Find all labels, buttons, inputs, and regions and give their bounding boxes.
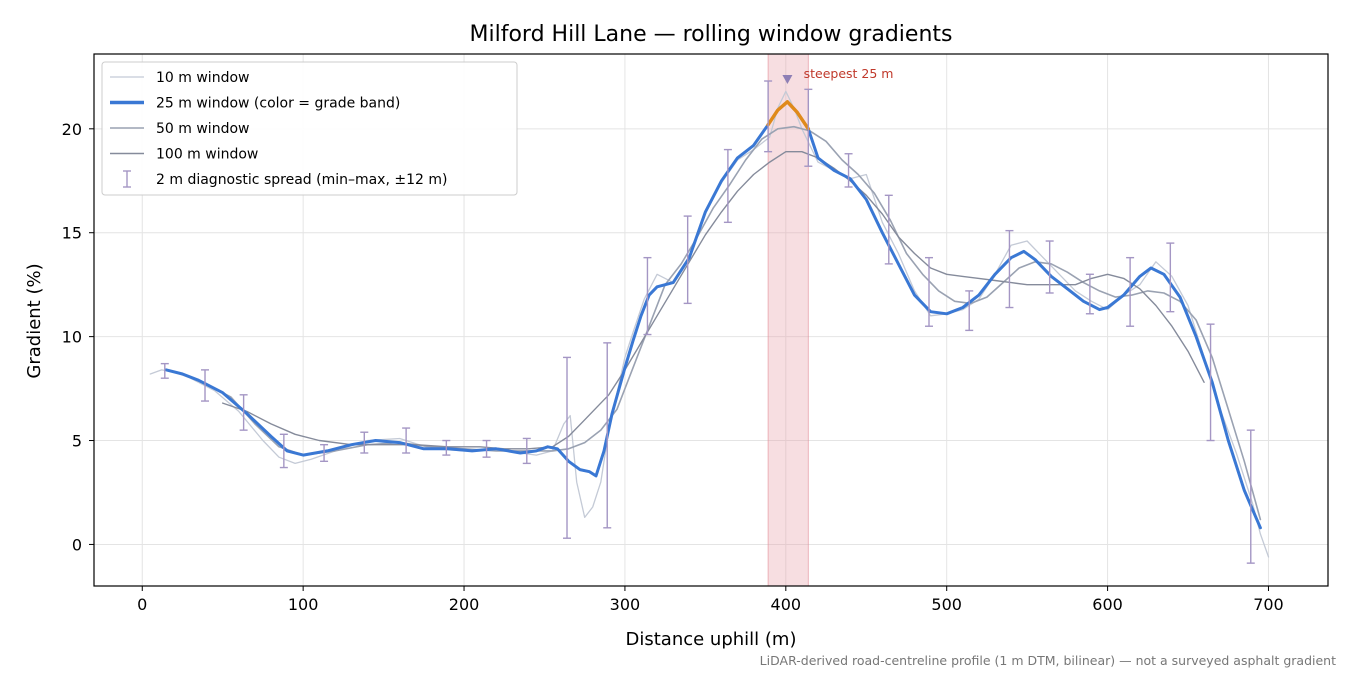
error-bar (1166, 242, 1175, 313)
legend-box (101, 61, 518, 196)
y-tick-label: 5 (72, 432, 82, 451)
error-bar (643, 256, 652, 336)
y-tick-label: 0 (72, 535, 82, 554)
error-bar (239, 394, 248, 431)
x-tick-label: 100 (288, 595, 319, 614)
legend-label: 50 m window (156, 121, 249, 137)
x-axis-label: Distance uphill (m) (626, 629, 797, 650)
data-caption: LiDAR-derived road-centreline profile (1… (760, 653, 1336, 668)
error-bar (603, 342, 612, 529)
legend-label: 100 m window (156, 147, 258, 163)
x-tick-label: 600 (1092, 595, 1123, 614)
x-tick-label: 400 (771, 595, 802, 614)
series-lines (149, 90, 1270, 558)
error-bar (804, 88, 813, 167)
error-bar (683, 215, 692, 305)
error-bar (360, 431, 369, 454)
series-10m-line (149, 90, 1270, 558)
error-bar (402, 427, 411, 454)
tick-labels: 0 100 200 300 400 500 600 700 0 5 10 15 20 (62, 120, 1284, 614)
error-bar (844, 153, 853, 188)
steepest-25m-highlight (767, 53, 809, 587)
y-tick-label: 15 (62, 224, 82, 243)
error-bar (279, 433, 288, 469)
x-tick-label: 700 (1253, 595, 1284, 614)
series-100m-line (221, 150, 1205, 450)
axes-frame (93, 53, 1329, 587)
steepest-annotation: steepest 25 m (782, 66, 894, 85)
x-tick-label: 500 (931, 595, 962, 614)
error-bar (884, 194, 893, 265)
x-tick-label: 0 (137, 595, 147, 614)
peak-marker (782, 75, 793, 85)
error-bar (1005, 229, 1014, 309)
error-bar (1246, 429, 1255, 564)
x-tick-label: 300 (610, 595, 641, 614)
error-bar (320, 443, 329, 463)
y-axis-label: Gradient (%) (24, 263, 45, 378)
error-bar (925, 256, 934, 327)
y-tick-label: 20 (62, 120, 82, 139)
error-bar (160, 362, 169, 379)
chart-title: Milford Hill Lane — rolling window gradi… (470, 22, 953, 47)
steepest-label: steepest 25 m (804, 66, 894, 81)
x-tick-label: 200 (449, 595, 480, 614)
error-bar (1085, 273, 1094, 315)
error-bar (764, 80, 773, 153)
legend: 10 m window 25 m window (color = grade ba… (101, 61, 518, 196)
highlight-band (767, 53, 809, 587)
series-25m-line (164, 100, 1262, 530)
error-bar (482, 439, 491, 458)
y-tick-label: 10 (62, 328, 82, 347)
error-bar (522, 437, 531, 465)
legend-label: 25 m window (color = grade band) (156, 96, 400, 112)
error-bar (563, 356, 572, 539)
error-bar (723, 148, 732, 224)
error-bar (1126, 256, 1135, 327)
legend-label: 2 m diagnostic spread (min–max, ±12 m) (156, 172, 447, 188)
error-bar (442, 439, 451, 456)
axes (89, 53, 1329, 591)
error-bar (965, 290, 974, 332)
diagnostic-error-bars (160, 80, 1255, 564)
error-bar (201, 369, 210, 402)
legend-label: 10 m window (156, 70, 249, 86)
series-25m-steepest-segment (766, 100, 810, 131)
error-bar (1045, 240, 1054, 294)
error-bar (1206, 323, 1215, 442)
